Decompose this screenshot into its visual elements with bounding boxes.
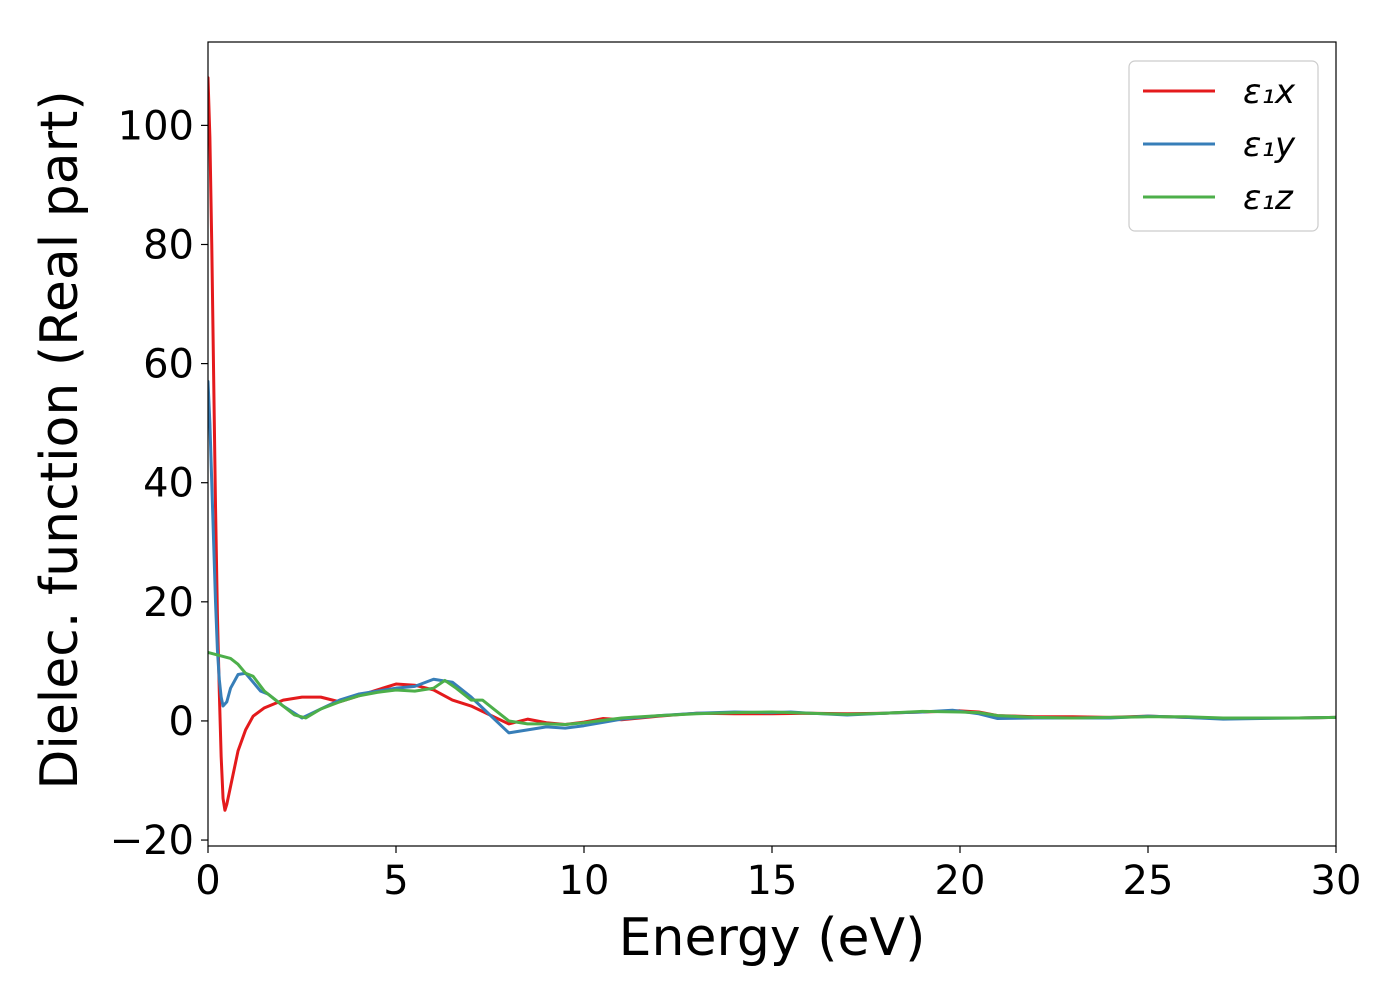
y-tick-label: 20 <box>143 580 194 626</box>
series-line-2 <box>208 379 1336 735</box>
legend-label-3: ε₁z <box>1243 178 1294 218</box>
y-tick-label: 100 <box>118 103 194 149</box>
x-tick-label: 5 <box>383 858 408 904</box>
y-axis-ticks: −20 0 20 40 60 80 100 <box>110 103 208 864</box>
y-tick-label: 0 <box>169 699 194 745</box>
legend-box <box>1128 60 1319 232</box>
x-tick-label: 30 <box>1311 858 1362 904</box>
x-axis-ticks: 0 5 10 15 20 25 30 <box>195 846 1361 904</box>
y-axis-title: Dielec. function (Real part) <box>30 90 90 789</box>
y-tick-label: −20 <box>110 818 194 864</box>
x-tick-label: 25 <box>1123 858 1174 904</box>
series-layer <box>208 76 1336 812</box>
y-tick-label: 60 <box>143 342 194 388</box>
x-tick-label: 0 <box>195 858 220 904</box>
x-axis-title: Energy (eV) <box>619 908 926 968</box>
x-tick-label: 10 <box>559 858 610 904</box>
y-tick-label: 40 <box>143 461 194 507</box>
y-tick-label: 80 <box>143 222 194 268</box>
legend-items: ε₁x ε₁y ε₁z <box>1143 72 1296 218</box>
legend-label-1: ε₁x <box>1243 72 1296 112</box>
legend: ε₁x ε₁y ε₁z <box>1128 60 1319 232</box>
x-tick-label: 15 <box>747 858 798 904</box>
legend-label-2: ε₁y <box>1243 125 1296 165</box>
x-tick-label: 20 <box>935 858 986 904</box>
series-line-3 <box>208 650 1336 727</box>
